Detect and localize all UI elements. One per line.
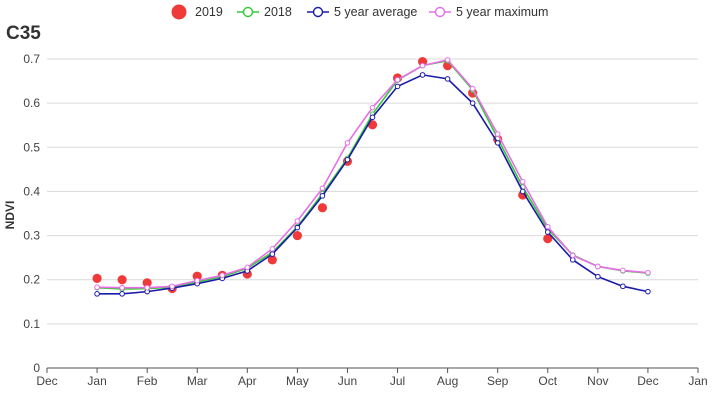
data-point (344, 156, 351, 163)
legend[interactable]: 2019 2018 5 year average 5 year maximum (171, 4, 549, 20)
data-point (94, 284, 100, 291)
x-tick-label: Oct (538, 374, 557, 388)
data-point (595, 263, 601, 270)
data-point (94, 291, 100, 297)
y-tick-label: 0.1 (23, 317, 40, 331)
data-point (645, 269, 651, 276)
x-tick-label: Jun (338, 374, 357, 388)
legend-marker (312, 6, 324, 18)
series-layer (92, 57, 651, 297)
data-point (519, 188, 526, 195)
data-point (119, 284, 125, 291)
data-point (119, 291, 125, 297)
data-point (144, 284, 150, 291)
data-point (317, 203, 328, 213)
data-point (394, 76, 401, 83)
y-tick-label: 0.4 (23, 184, 40, 198)
x-tick-label: May (286, 374, 309, 388)
data-point (269, 251, 276, 257)
data-point (192, 271, 202, 281)
data-point (494, 131, 501, 137)
x-tick-label: Aug (437, 374, 458, 388)
x-tick-label: Jan (87, 374, 106, 388)
y-tick-label: 0.6 (23, 96, 40, 110)
data-point (595, 273, 601, 280)
data-point (194, 277, 201, 284)
data-point (294, 218, 301, 224)
data-point (244, 264, 251, 271)
data-point (394, 83, 401, 90)
y-tick-label: 0.2 (23, 273, 40, 287)
legend-label: 2018 (264, 5, 292, 19)
legend-label: 5 year maximum (456, 5, 548, 19)
y-tick-label: 0.7 (23, 52, 40, 66)
x-tick-label: Jan (688, 374, 707, 388)
y-tick-label: 0.5 (23, 140, 40, 154)
data-point (269, 246, 276, 252)
data-point (469, 100, 476, 106)
legend-marker (242, 6, 254, 18)
legend-item-2018[interactable]: 2018 (237, 5, 292, 19)
x-tick-label: Feb (137, 374, 158, 388)
data-point (570, 252, 576, 259)
data-point (544, 223, 551, 230)
data-point (620, 283, 626, 290)
series-5-year-average (94, 72, 651, 297)
x-tick-label: Mar (187, 374, 208, 388)
series-5-year-maximum (94, 57, 651, 291)
x-tick-label: Apr (238, 374, 257, 388)
legend-item-5-year-maximum[interactable]: 5 year maximum (429, 5, 548, 19)
data-point (419, 72, 426, 78)
data-point (117, 275, 127, 285)
data-point (494, 140, 501, 146)
data-point (294, 224, 301, 231)
data-point (219, 272, 226, 279)
data-point (267, 255, 277, 265)
data-point (444, 76, 451, 82)
y-tick-label: 0 (33, 361, 40, 375)
series-2018 (94, 57, 651, 292)
data-point (169, 283, 175, 290)
axes: 0 0.1 0.2 0.3 0.4 0.5 0.6 0.7 Dec Jan Feb Mar Apr May… (23, 52, 707, 388)
data-point (620, 267, 626, 274)
series-line (97, 59, 648, 290)
y-tick-label: 0.3 (23, 229, 40, 243)
data-point (519, 178, 526, 185)
data-point (369, 104, 376, 111)
legend-item-5-year-average[interactable]: 5 year average (307, 5, 417, 19)
gridlines (47, 58, 698, 325)
legend-item-2019[interactable]: 2019 (171, 4, 223, 20)
data-point (469, 85, 476, 92)
data-point (417, 57, 428, 67)
data-point (645, 288, 651, 295)
legend-marker (434, 6, 446, 18)
data-point (319, 193, 326, 199)
data-point (344, 140, 351, 146)
data-point (369, 114, 376, 121)
series-2019 (92, 57, 553, 294)
legend-label: 5 year average (334, 5, 417, 19)
data-point (543, 234, 553, 244)
y-axis-label: NDVI (3, 201, 17, 230)
data-point (142, 278, 152, 288)
legend-label: 2019 (195, 5, 223, 19)
data-point (92, 273, 102, 283)
data-point (570, 257, 576, 263)
x-tick-label: Jul (390, 374, 405, 388)
data-point (544, 229, 551, 235)
data-point (319, 185, 326, 192)
series-line (97, 58, 648, 289)
data-point (444, 57, 451, 63)
chart-title: C35 (6, 23, 41, 44)
legend-marker (171, 4, 187, 20)
x-tick-label: Dec (637, 374, 658, 388)
x-tick-label: Nov (587, 374, 608, 388)
x-tick-label: Dec (36, 374, 57, 388)
x-tick-label: Sep (487, 374, 509, 388)
data-point (292, 230, 302, 241)
data-point (419, 62, 426, 69)
